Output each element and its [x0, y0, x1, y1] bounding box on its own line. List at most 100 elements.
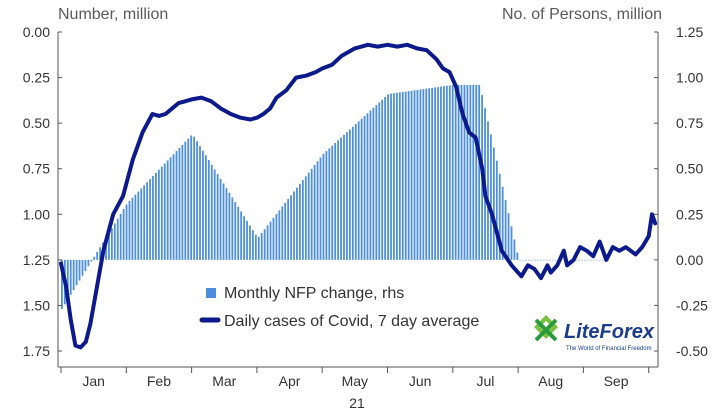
- covid-series-line: [59, 42, 658, 350]
- right-tick-label: 0.25: [676, 206, 703, 222]
- nfp-bar: [404, 91, 407, 260]
- left-tick-label: 0.00: [23, 24, 50, 40]
- nfp-bar: [199, 146, 201, 260]
- logo-name: LiteForex: [564, 321, 655, 343]
- nfp-bar: [207, 160, 210, 260]
- nfp-bar: [516, 252, 519, 260]
- nfp-bar: [548, 259, 551, 261]
- nfp-bar: [301, 180, 304, 260]
- nfp-bar: [181, 144, 184, 260]
- x-tick-label: Aug: [538, 373, 563, 389]
- nfp-bar: [81, 259, 84, 276]
- nfp-bar: [304, 176, 307, 260]
- nfp-bar: [469, 84, 472, 260]
- nfp-bar: [589, 259, 592, 261]
- nfp-bar: [246, 220, 248, 260]
- nfp-bar: [266, 225, 269, 260]
- nfp-bar: [219, 178, 222, 260]
- right-tick-label: 0.00: [676, 252, 703, 268]
- nfp-bar: [190, 135, 193, 260]
- nfp-bar: [281, 206, 284, 260]
- x-tick-label: May: [342, 373, 368, 389]
- nfp-bar: [299, 183, 301, 260]
- nfp-bar: [61, 259, 63, 310]
- nfp-bar: [346, 132, 348, 260]
- nfp-bar: [275, 214, 278, 260]
- nfp-bar: [393, 93, 395, 260]
- nfp-bar: [592, 259, 595, 261]
- nfp-bar: [595, 259, 598, 261]
- nfp-bar: [578, 259, 580, 261]
- nfp-bar: [351, 126, 354, 260]
- nfp-bar: [172, 154, 175, 260]
- nfp-bar: [69, 259, 72, 295]
- nfp-bar: [231, 197, 234, 260]
- nfp-bar: [225, 188, 228, 260]
- nfp-bar: [360, 118, 363, 260]
- liteforex-logo-icon: [534, 315, 558, 342]
- nfp-bar: [155, 172, 157, 260]
- nfp-bar: [290, 195, 293, 260]
- nfp-bar: [398, 92, 401, 260]
- nfp-bar: [210, 164, 213, 260]
- x-axis-ticks: Jan Feb Mar Apr May Jun Jul Aug Sep: [60, 367, 650, 389]
- left-tick-label: 1.00: [23, 206, 50, 222]
- right-tick-label: 1.00: [676, 70, 703, 86]
- nfp-bar: [340, 137, 342, 260]
- nfp-bar: [534, 259, 536, 261]
- nfp-bar: [87, 259, 90, 267]
- nfp-bar: [519, 259, 522, 261]
- right-tick-label: -0.50: [676, 343, 708, 359]
- nfp-bar: [440, 86, 442, 260]
- nfp-bar: [478, 84, 481, 260]
- nfp-bar: [160, 166, 163, 260]
- nfp-bar: [337, 140, 340, 260]
- left-tick-label: 1.50: [23, 297, 50, 313]
- nfp-bar: [522, 259, 525, 261]
- nfp-bar: [431, 87, 434, 260]
- x-year-label: 21: [349, 395, 365, 411]
- nfp-bar: [125, 204, 128, 260]
- left-tick-label: 0.25: [23, 70, 50, 86]
- nfp-bar: [445, 85, 448, 260]
- nfp-bar: [90, 259, 93, 262]
- x-tick-label: Jan: [82, 373, 105, 389]
- nfp-bar: [310, 168, 313, 260]
- nfp-bar: [416, 89, 419, 260]
- nfp-bar: [146, 182, 149, 260]
- nfp-bar: [375, 105, 378, 260]
- nfp-bar: [460, 84, 463, 260]
- nfp-bar: [410, 90, 413, 260]
- nfp-bar: [187, 138, 190, 260]
- nfp-bar: [137, 191, 140, 260]
- nfp-bar: [510, 226, 513, 260]
- covid-line: [59, 42, 658, 350]
- x-tick-label: Jun: [409, 373, 432, 389]
- left-axis-ticks: 0.00 0.25 0.50 0.75 1.00 1.25 1.50 1.75: [23, 24, 62, 359]
- nfp-bar: [501, 186, 504, 260]
- nfp-bar: [451, 84, 454, 260]
- nfp-bar: [498, 173, 501, 260]
- nfp-bar: [490, 134, 492, 260]
- nfp-bar: [128, 200, 131, 260]
- nfp-bar: [601, 259, 604, 261]
- nfp-bar: [325, 151, 328, 260]
- nfp-bar: [372, 107, 375, 260]
- nfp-bar: [108, 232, 110, 260]
- nfp-bar: [287, 198, 290, 260]
- x-tick-label: Mar: [212, 373, 236, 389]
- nfp-bar: [357, 121, 360, 260]
- nfp-bar: [525, 259, 528, 261]
- right-tick-label: 1.25: [676, 24, 703, 40]
- nfp-bar: [316, 161, 319, 260]
- x-tick-label: Apr: [279, 373, 301, 389]
- nfp-bar: [149, 179, 151, 260]
- legend-swatch-bar: [206, 288, 216, 298]
- nfp-bar: [99, 247, 102, 260]
- nfp-bar: [216, 174, 219, 260]
- nfp-bar: [513, 239, 516, 260]
- right-tick-label: 0.75: [676, 115, 703, 131]
- nfp-bar: [110, 228, 113, 260]
- nfp-bar: [419, 89, 422, 260]
- nfp-bar: [116, 218, 119, 260]
